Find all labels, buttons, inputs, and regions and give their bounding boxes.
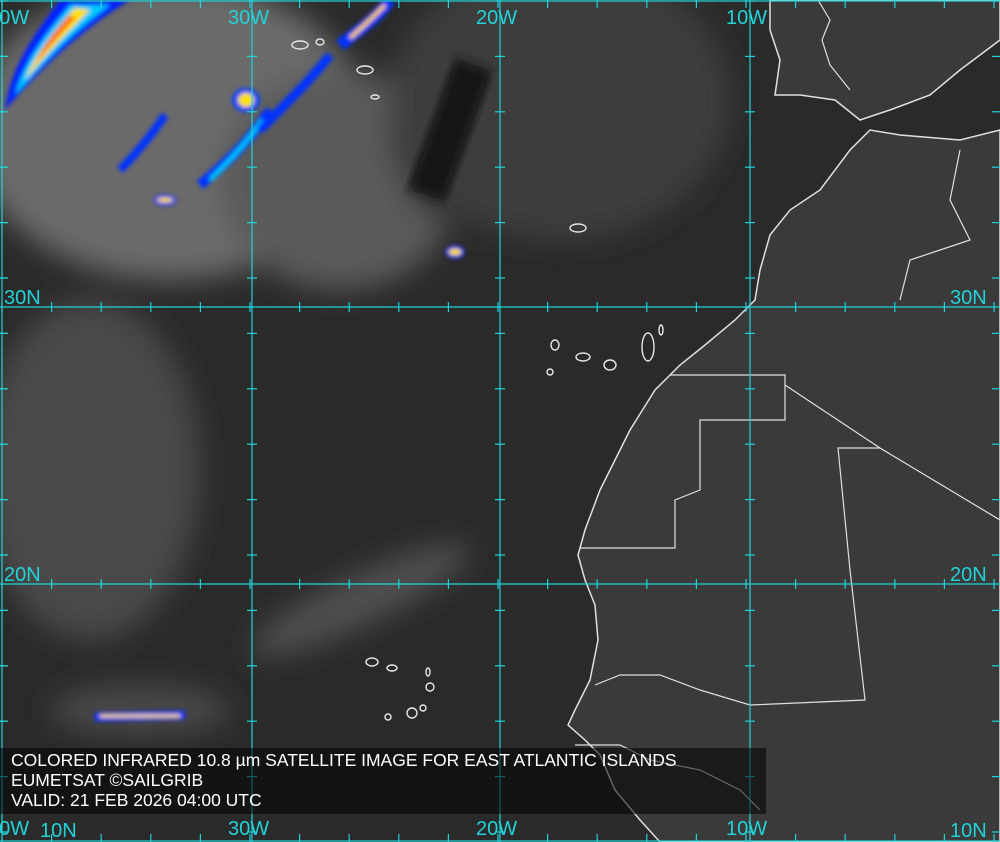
islands <box>291 38 664 721</box>
caption-box: COLORED INFRARED 10.8 µm SATELLITE IMAGE… <box>0 748 766 814</box>
lat-label-20n-right: 20N <box>950 564 987 586</box>
valid-time: VALID: 21 FEB 2026 04:00 UTC <box>11 790 262 810</box>
lat-label-10n-right: 10N <box>950 820 987 842</box>
lon-label-30w-top: 30W <box>228 7 270 29</box>
lat-label-30n-left: 30N <box>4 287 41 309</box>
lat-label-30n-right: 30N <box>950 287 987 309</box>
lat-label-10n-left: 10N <box>40 820 77 842</box>
lon-label-40w-bottom: 40W <box>0 818 30 840</box>
cold-cloud-tops <box>5 0 465 722</box>
map-credit: EUMETSAT ©SAILGRIB <box>11 770 204 790</box>
lon-label-20w-bottom: 20W <box>476 818 518 840</box>
land <box>567 0 1000 842</box>
lon-label-10w-top: 10W <box>726 7 768 29</box>
lon-label-20w-top: 20W <box>476 7 518 29</box>
lon-label-40w-top: 40W <box>0 7 30 29</box>
map-title: COLORED INFRARED 10.8 µm SATELLITE IMAGE… <box>11 750 677 770</box>
lat-label-20n-left: 20N <box>4 564 41 586</box>
lon-label-30w-bottom: 30W <box>228 818 270 840</box>
lon-label-10w-bottom: 10W <box>726 818 768 840</box>
